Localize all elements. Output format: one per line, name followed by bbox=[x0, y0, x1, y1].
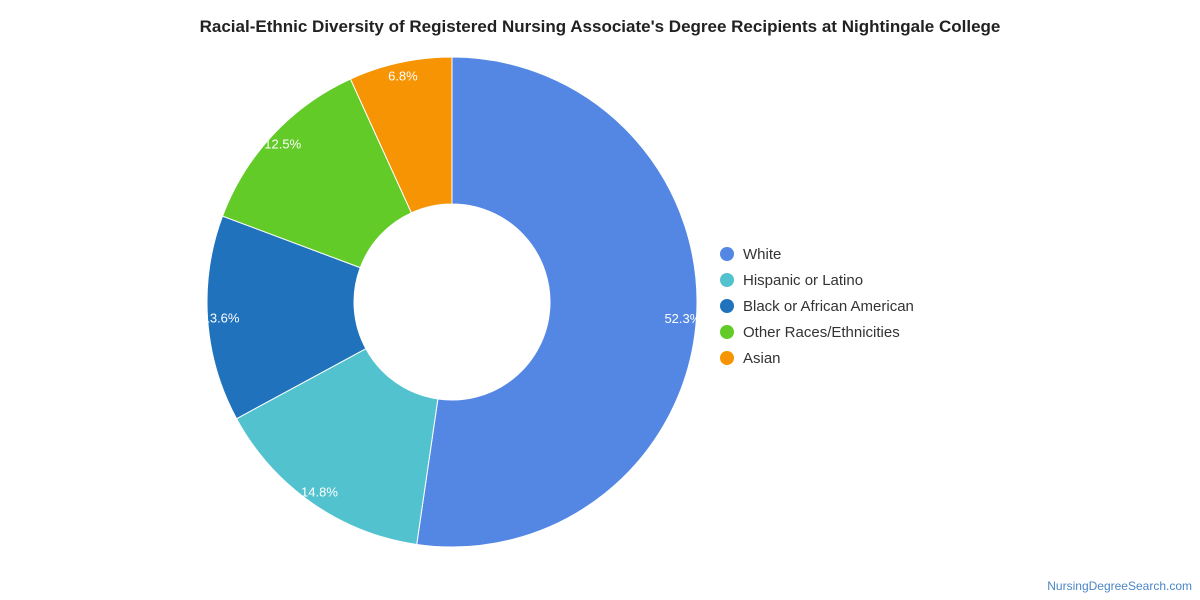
legend-swatch-black-or-african-american bbox=[720, 299, 734, 313]
legend-swatch-asian bbox=[720, 351, 734, 365]
legend-label-white: White bbox=[743, 245, 782, 263]
legend-label-asian: Asian bbox=[743, 349, 781, 367]
source-credit-link[interactable]: NursingDegreeSearch.com bbox=[1047, 579, 1192, 593]
legend-label-black-or-african-american: Black or African American bbox=[743, 297, 914, 315]
slice-label-black-or-african-american: 13.6% bbox=[203, 310, 240, 325]
legend-item-hispanic-or-latino[interactable]: Hispanic or Latino bbox=[720, 267, 914, 293]
legend-item-black-or-african-american[interactable]: Black or African American bbox=[720, 293, 914, 319]
slice-asian[interactable] bbox=[349, 56, 453, 214]
slice-white[interactable] bbox=[416, 56, 698, 548]
slice-hispanic-or-latino[interactable] bbox=[235, 347, 439, 546]
chart-legend: White Hispanic or Latino Black or Africa… bbox=[720, 241, 914, 371]
legend-swatch-other-races-ethnicities bbox=[720, 325, 734, 339]
chart-title: Racial-Ethnic Diversity of Registered Nu… bbox=[199, 17, 1001, 36]
legend-label-other-races-ethnicities: Other Races/Ethnicities bbox=[743, 323, 900, 341]
legend-swatch-hispanic-or-latino bbox=[720, 273, 734, 287]
slice-other-races-ethnicities[interactable] bbox=[221, 78, 413, 269]
legend-label-hispanic-or-latino: Hispanic or Latino bbox=[743, 271, 864, 289]
slice-label-white: 52.3% bbox=[664, 311, 701, 326]
legend-item-asian[interactable]: Asian bbox=[720, 345, 914, 371]
legend-item-other-races-ethnicities[interactable]: Other Races/Ethnicities bbox=[720, 319, 914, 345]
slice-label-asian: 6.8% bbox=[388, 68, 418, 83]
legend-swatch-white bbox=[720, 247, 734, 261]
slice-label-other-races-ethnicities: 12.5% bbox=[264, 137, 301, 152]
slice-black-or-african-american[interactable] bbox=[206, 215, 367, 420]
slice-label-hispanic-or-latino: 14.8% bbox=[301, 484, 338, 499]
legend-item-white[interactable]: White bbox=[720, 241, 914, 267]
